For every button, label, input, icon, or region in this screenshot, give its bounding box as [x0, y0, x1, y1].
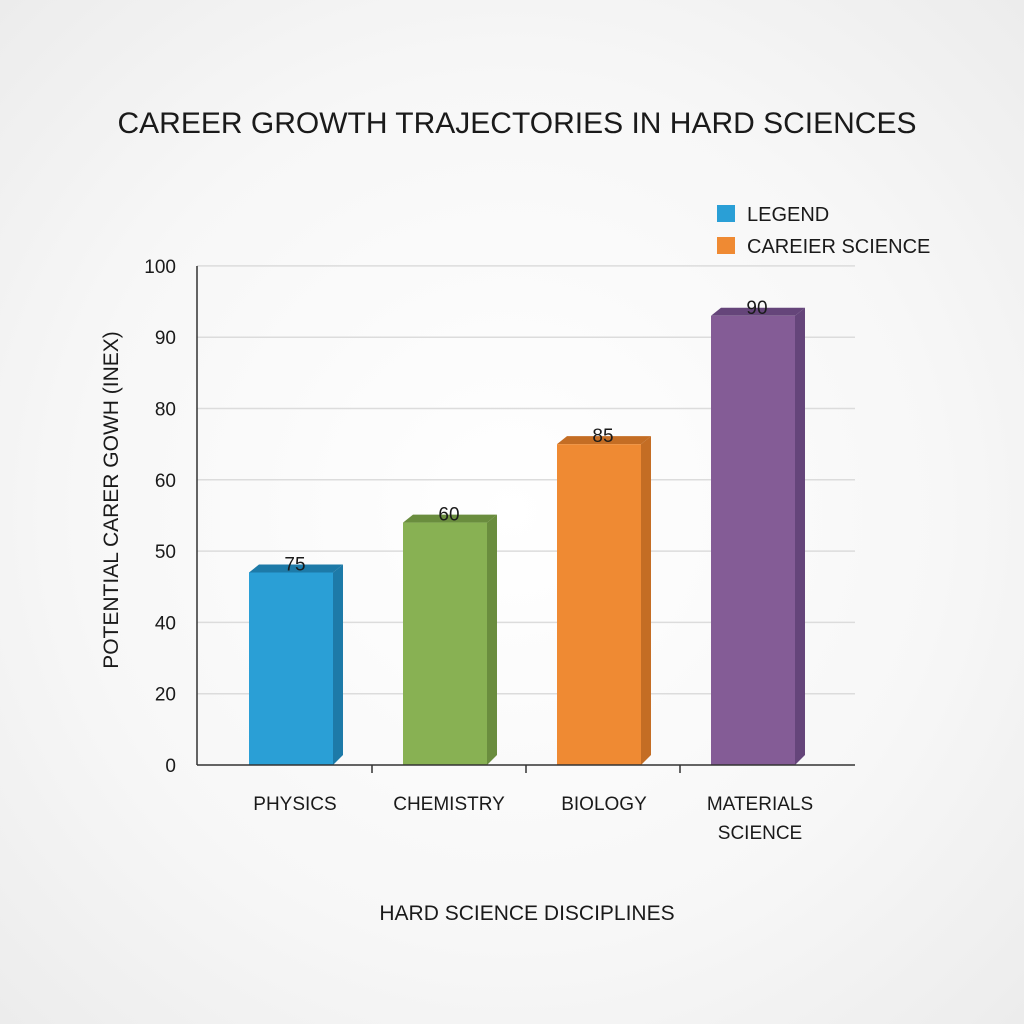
- y-tick-label: 0: [165, 756, 176, 777]
- data-label: 85: [592, 426, 613, 447]
- y-axis-title: POTENTIAL CARER GOWH (INEX): [100, 331, 123, 669]
- bar-top: [557, 436, 651, 445]
- chart-title: CAREER GROWTH TRAJECTORIES IN HARD SCIEN…: [118, 107, 917, 140]
- y-tick-label: 20: [155, 685, 176, 706]
- bar-side: [795, 307, 805, 765]
- bar: [403, 522, 487, 765]
- legend-item: LEGEND: [717, 204, 829, 226]
- legend-item: CAREIER SCIENCE: [717, 236, 930, 258]
- legend-label: CAREIER SCIENCE: [747, 236, 930, 258]
- y-tick-label: 50: [155, 542, 176, 563]
- legend-swatch: [717, 205, 735, 222]
- bar-group: 85: [557, 426, 651, 765]
- bar-side: [641, 436, 651, 765]
- bar-side: [333, 564, 343, 765]
- bar: [249, 572, 333, 765]
- bar-group: 60: [403, 505, 497, 765]
- data-label: 75: [284, 554, 305, 575]
- bar-top: [403, 514, 497, 523]
- x-tick-label: PHYSICS: [253, 794, 336, 815]
- bar-top: [249, 564, 343, 573]
- bar: [711, 315, 795, 765]
- y-tick-label: 40: [155, 613, 176, 634]
- x-tick-label: SCIENCE: [718, 823, 802, 844]
- data-label: 90: [746, 298, 767, 319]
- x-tick-label: CHEMISTRY: [393, 794, 505, 815]
- x-tick-label: BIOLOGY: [561, 794, 647, 815]
- data-label: 60: [438, 505, 459, 526]
- bar: [557, 444, 641, 765]
- y-tick-label: 90: [155, 328, 176, 349]
- bar-top: [711, 307, 805, 316]
- y-tick-label: 80: [155, 400, 176, 421]
- legend-label: LEGEND: [747, 204, 829, 226]
- bar-group: 90: [711, 298, 805, 765]
- y-tick-label: 60: [155, 471, 176, 492]
- bar-side: [487, 514, 497, 765]
- x-tick-label: MATERIALS: [707, 794, 813, 815]
- legend-swatch: [717, 237, 735, 254]
- bar-group: 75: [249, 554, 343, 765]
- x-axis-title: HARD SCIENCE DISCIPLINES: [379, 902, 674, 925]
- y-tick-label: 100: [144, 257, 176, 278]
